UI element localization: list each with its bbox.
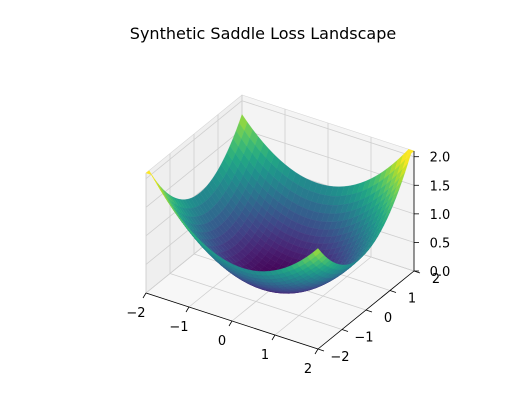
x-tick-mark	[228, 320, 233, 327]
y-tick-label: 2	[432, 272, 440, 287]
x-tick-mark	[314, 348, 319, 355]
grid-left-z	[145, 100, 243, 180]
z-tick-label: 0.5	[430, 236, 451, 251]
y-tick-label: −1	[354, 331, 373, 346]
x-tick-mark	[142, 292, 147, 299]
x-tick-label: 0	[218, 334, 226, 349]
grid-left-z	[145, 128, 243, 208]
y-tick-mark	[389, 290, 397, 293]
surface	[145, 114, 415, 294]
y-tick-label: −2	[330, 350, 349, 365]
grid-back-z	[241, 100, 415, 158]
surface-facet	[312, 248, 322, 257]
x-tick-label: −1	[169, 320, 188, 335]
x-tick-label: 1	[261, 348, 269, 363]
chart-title: Synthetic Saddle Loss Landscape	[129, 24, 397, 43]
x-tick-mark	[271, 334, 276, 341]
y-tick-label: 0	[384, 311, 392, 326]
y-tick-mark	[341, 329, 349, 332]
x-tick-mark	[185, 306, 190, 313]
y-tick-mark	[317, 348, 325, 352]
z-tick-label: 0.0	[430, 265, 451, 280]
y-tick-mark	[365, 309, 373, 313]
grid-floor-x	[274, 256, 372, 336]
z-tick-label: 2.0	[430, 151, 451, 166]
x-tick-label: −2	[126, 306, 145, 321]
z-tick-label: 1.5	[430, 179, 451, 194]
x-tick-label: 2	[304, 362, 312, 377]
y-tick-label: 1	[408, 292, 416, 307]
z-tick-label: 1.0	[430, 208, 451, 223]
